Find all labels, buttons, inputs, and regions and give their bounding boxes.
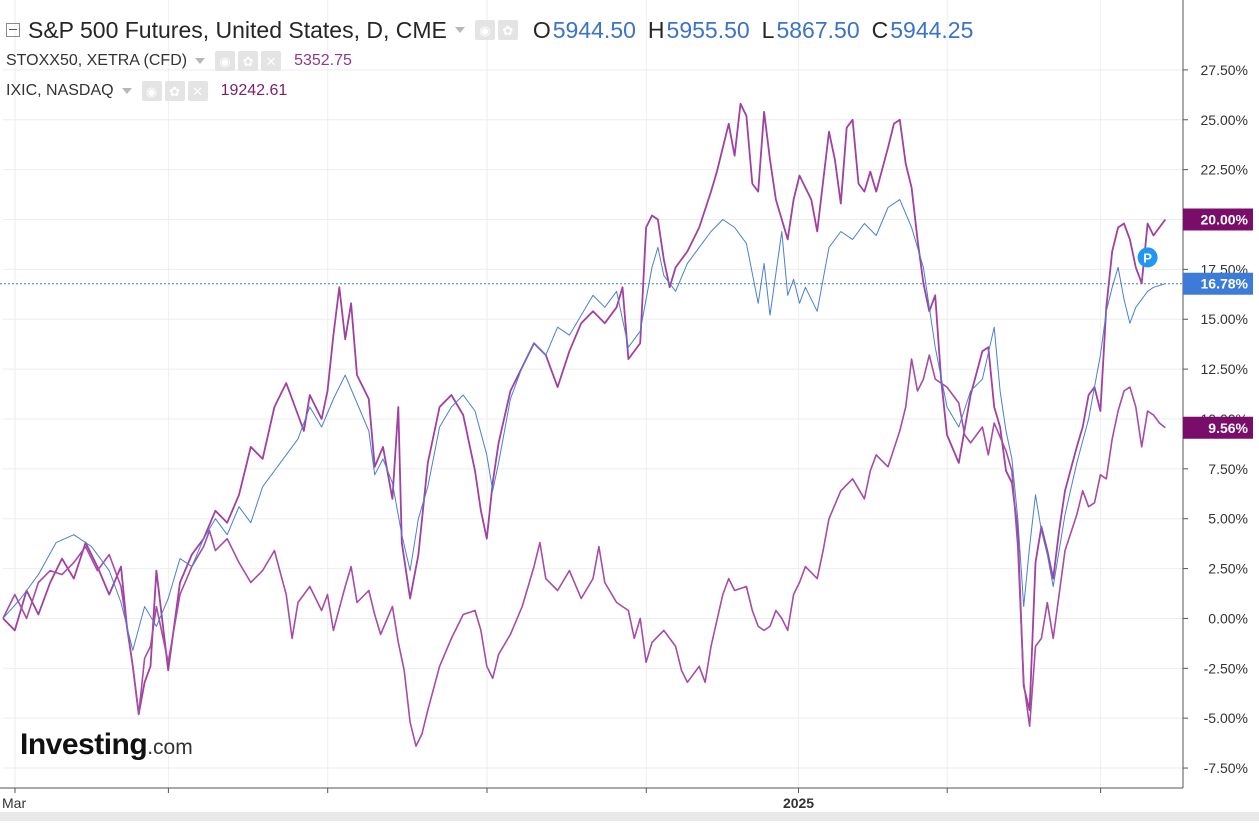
ohlc-open-key: O xyxy=(532,16,551,43)
end-label-badge xyxy=(1183,416,1253,439)
y-tick-label: 27.50% xyxy=(1201,62,1248,78)
eye-icon[interactable]: ◉ xyxy=(141,81,162,101)
main-title: S&P 500 Futures, United States, D, CME xyxy=(28,16,447,43)
end-label-text: 9.56% xyxy=(1208,420,1248,436)
ixic-label: IXIC, NASDAQ xyxy=(6,82,114,99)
grid-lines xyxy=(0,0,1183,788)
end-label-text: 16.78% xyxy=(1201,276,1249,292)
x-tick-label: 2025 xyxy=(783,795,814,811)
series-lines: P xyxy=(2,102,1167,747)
y-tick-label: -7.50% xyxy=(1204,760,1248,776)
y-tick-label: 2.50% xyxy=(1208,561,1248,577)
ohlc-low-value: 5867.50 xyxy=(776,16,860,43)
ixic-last-value: 19242.61 xyxy=(220,82,288,99)
stoxx-series-line xyxy=(2,354,1166,747)
gear-icon[interactable]: ✿ xyxy=(238,51,259,71)
chevron-down-icon[interactable] xyxy=(195,58,206,64)
stoxx-label: STOXX50, XETRA (CFD) xyxy=(6,52,188,69)
collapse-icon[interactable] xyxy=(6,23,20,37)
close-icon[interactable]: ✕ xyxy=(187,81,208,101)
stoxx-last-value: 5352.75 xyxy=(294,52,352,69)
eye-icon[interactable]: ◉ xyxy=(215,51,236,71)
marker-p xyxy=(1137,247,1158,268)
end-label-badge xyxy=(1183,208,1253,231)
logo-text: Investing xyxy=(20,728,148,761)
logo-suffix: .com xyxy=(147,736,193,759)
end-label-text: 20.00% xyxy=(1201,212,1249,228)
ixic-series-line xyxy=(2,102,1167,716)
ohlc-close-value: 5944.25 xyxy=(890,16,974,43)
chevron-down-icon[interactable] xyxy=(454,27,465,33)
y-tick-label: 7.50% xyxy=(1208,461,1248,477)
main-symbol-row: S&P 500 Futures, United States, D, CME ◉… xyxy=(6,14,973,46)
ixic-legend-row: IXIC, NASDAQ ◉ ✿ ✕ 19242.61 xyxy=(6,80,287,102)
end-label-badge xyxy=(1183,272,1253,295)
gear-icon[interactable]: ✿ xyxy=(164,81,185,101)
y-tick-label: 15.00% xyxy=(1201,311,1248,327)
stoxx-legend-row: STOXX50, XETRA (CFD) ◉ ✿ ✕ 5352.75 xyxy=(6,50,352,72)
y-tick-label: 25.00% xyxy=(1201,112,1248,128)
y-tick-label: 5.00% xyxy=(1208,511,1248,527)
investing-logo[interactable]: Investing .com xyxy=(20,728,193,764)
ohlc-close-key: C xyxy=(871,16,889,43)
ohlc-high-key: H xyxy=(647,16,665,43)
y-tick-label: 22.50% xyxy=(1201,162,1248,178)
close-icon[interactable]: ✕ xyxy=(261,51,282,71)
sp500-series-line xyxy=(2,199,1166,651)
axis-labels: 27.50%25.00%22.50%20.00%17.50%15.00%12.5… xyxy=(2,62,1253,811)
ohlc-high-value: 5955.50 xyxy=(666,16,750,43)
chevron-down-icon[interactable] xyxy=(121,88,132,94)
chart-header: S&P 500 Futures, United States, D, CME ◉… xyxy=(0,0,1180,110)
marker-p-label: P xyxy=(1143,250,1152,265)
bottom-scrollbar xyxy=(0,812,1259,821)
x-tick-label: Mar xyxy=(2,795,26,811)
gear-icon[interactable]: ✿ xyxy=(497,20,518,40)
y-tick-label: -2.50% xyxy=(1204,660,1248,676)
y-tick-label: 12.50% xyxy=(1201,361,1248,377)
ohlc-low-key: L xyxy=(761,16,775,43)
eye-icon[interactable]: ◉ xyxy=(474,20,495,40)
y-tick-label: 0.00% xyxy=(1208,610,1248,626)
ohlc-open-value: 5944.50 xyxy=(552,16,636,43)
y-tick-label: -5.00% xyxy=(1204,710,1248,726)
